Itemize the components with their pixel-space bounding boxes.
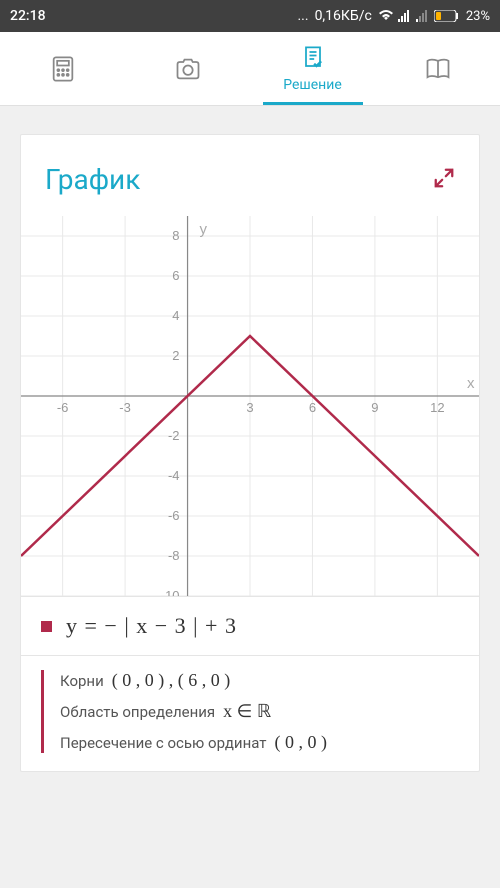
svg-text:8: 8 [172,228,179,243]
status-dots: ... [297,8,308,24]
svg-text:2: 2 [172,348,179,363]
info-value: ( 0 , 0 ) , ( 6 , 0 ) [112,670,230,691]
svg-text:-10: -10 [161,588,180,596]
svg-text:-6: -6 [57,400,69,415]
svg-text:6: 6 [309,400,316,415]
graph-card: График -6 -3 3 6 9 12 -10 -8 -6 -4 -2 2 4 6 8 x y y = − … [20,134,480,772]
svg-text:-8: -8 [168,548,180,563]
svg-text:3: 3 [246,400,253,415]
expand-icon[interactable] [433,167,455,193]
status-right: ... 0,16КБ/с 23% [297,8,490,24]
svg-text:x: x [467,375,475,392]
equation-marker [41,621,52,632]
status-icons [378,10,460,22]
svg-text:-4: -4 [168,468,180,483]
camera-icon [174,55,202,83]
card-header: График [21,135,479,216]
content-area: График -6 -3 3 6 9 12 -10 -8 -6 -4 -2 2 4 6 8 x y y = − … [0,106,500,792]
tab-calculator[interactable] [0,32,125,105]
info-value: ( 0 , 0 ) [274,732,327,753]
info-line-yint: Пересечение с осью ординат ( 0 , 0 ) [60,732,327,753]
svg-text:-2: -2 [168,428,180,443]
info-accent-bar [41,670,44,753]
info-line-domain: Область определения x ∈ ℝ [60,701,327,722]
info-label: Пересечение с осью ординат [60,734,266,752]
solution-icon [299,45,327,73]
svg-text:9: 9 [371,400,378,415]
svg-text:4: 4 [172,308,179,323]
function-chart: -6 -3 3 6 9 12 -10 -8 -6 -4 -2 2 4 6 8 x y [21,216,479,596]
info-label: Корни [60,672,104,690]
battery-percent: 23% [466,9,490,24]
info-lines: Корни ( 0 , 0 ) , ( 6 , 0 ) Область опре… [60,670,327,753]
tab-solution[interactable]: Решение [250,32,375,105]
equation-text: y = − | x − 3 | + 3 [66,613,237,639]
book-icon [424,55,452,83]
svg-text:y: y [200,221,208,238]
status-time: 22:18 [10,8,46,24]
svg-text:6: 6 [172,268,179,283]
svg-text:12: 12 [430,400,444,415]
tab-camera[interactable] [125,32,250,105]
svg-text:-3: -3 [119,400,131,415]
info-value: x ∈ ℝ [223,701,271,722]
svg-text:-6: -6 [168,508,180,523]
signal-icon-2 [416,10,430,22]
card-title: График [45,163,140,196]
tab-solution-label: Решение [283,77,342,93]
info-line-roots: Корни ( 0 , 0 ) , ( 6 , 0 ) [60,670,327,691]
battery-icon [434,10,460,22]
tab-book[interactable] [375,32,500,105]
equation-box[interactable]: y = − | x − 3 | + 3 [21,596,479,655]
calculator-icon [49,55,77,83]
signal-icon [398,10,412,22]
info-box[interactable]: Корни ( 0 , 0 ) , ( 6 , 0 ) Область опре… [21,655,479,771]
wifi-icon [378,10,394,22]
info-label: Область определения [60,703,215,721]
chart-area[interactable]: -6 -3 3 6 9 12 -10 -8 -6 -4 -2 2 4 6 8 x y [21,216,479,596]
tab-bar: Решение [0,32,500,106]
data-rate: 0,16КБ/с [315,8,372,24]
status-bar: 22:18 ... 0,16КБ/с 23% [0,0,500,32]
